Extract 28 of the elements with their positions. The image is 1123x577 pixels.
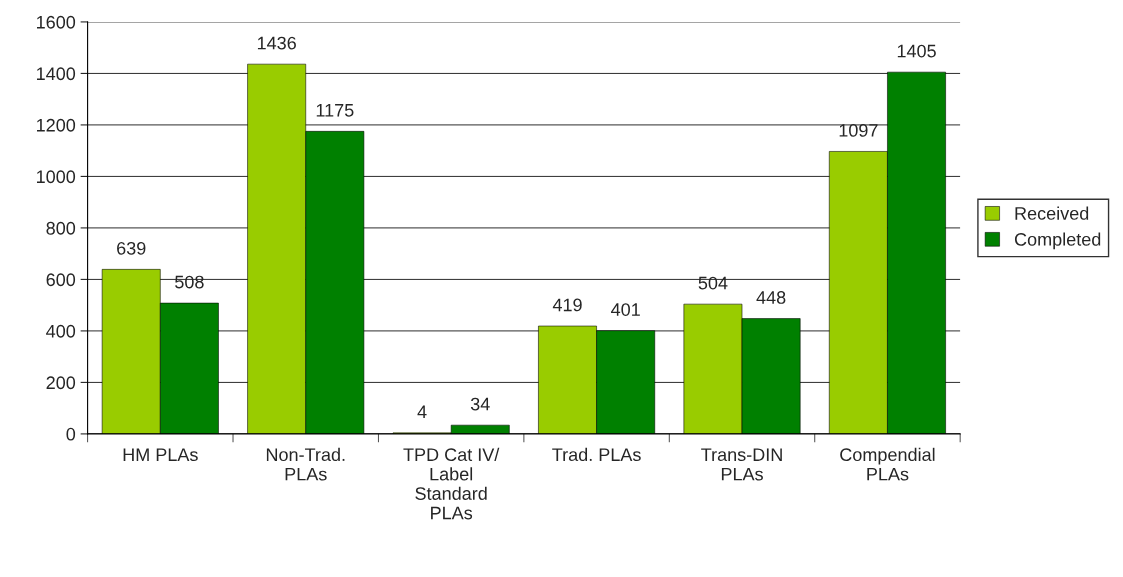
y-tick-label: 1400 [37, 67, 76, 81]
x-tick-label: HM PLAs [123, 448, 198, 462]
y-tick-label: 400 [46, 324, 76, 338]
y-tick-label: 1200 [37, 118, 76, 132]
data-label: 401 [611, 303, 640, 316]
x-tick-label: Trad. PLAs [552, 447, 641, 462]
data-label: 639 [117, 241, 146, 255]
y-tick-label: 200 [46, 376, 76, 390]
x-tick-label: Trans-DIN PLAs [701, 448, 782, 481]
legend-label: Received [1015, 206, 1089, 220]
x-tick-label: Non-Trad. PLAs [266, 447, 345, 481]
y-tick-label: 800 [46, 221, 76, 235]
data-label: 1097 [839, 123, 878, 137]
data-label: 448 [756, 291, 786, 304]
y-tick-label: 1000 [37, 170, 76, 184]
data-label: 1436 [257, 36, 296, 50]
legend-label: Completed [1014, 232, 1101, 250]
x-tick-label: Compendial PLAs [840, 447, 935, 481]
y-tick-label: 1600 [37, 15, 76, 29]
x-tick-label: TPD Cat IV/ Label Standard PLAs [403, 447, 500, 520]
data-label: 4 [417, 405, 427, 419]
y-tick-label: 600 [46, 273, 76, 287]
data-label: 504 [698, 276, 728, 290]
data-label: 1175 [316, 104, 354, 117]
data-label: 1405 [897, 44, 936, 58]
data-label: 419 [552, 298, 582, 312]
y-tick-label: 0 [66, 427, 76, 441]
data-label: 34 [470, 397, 490, 411]
